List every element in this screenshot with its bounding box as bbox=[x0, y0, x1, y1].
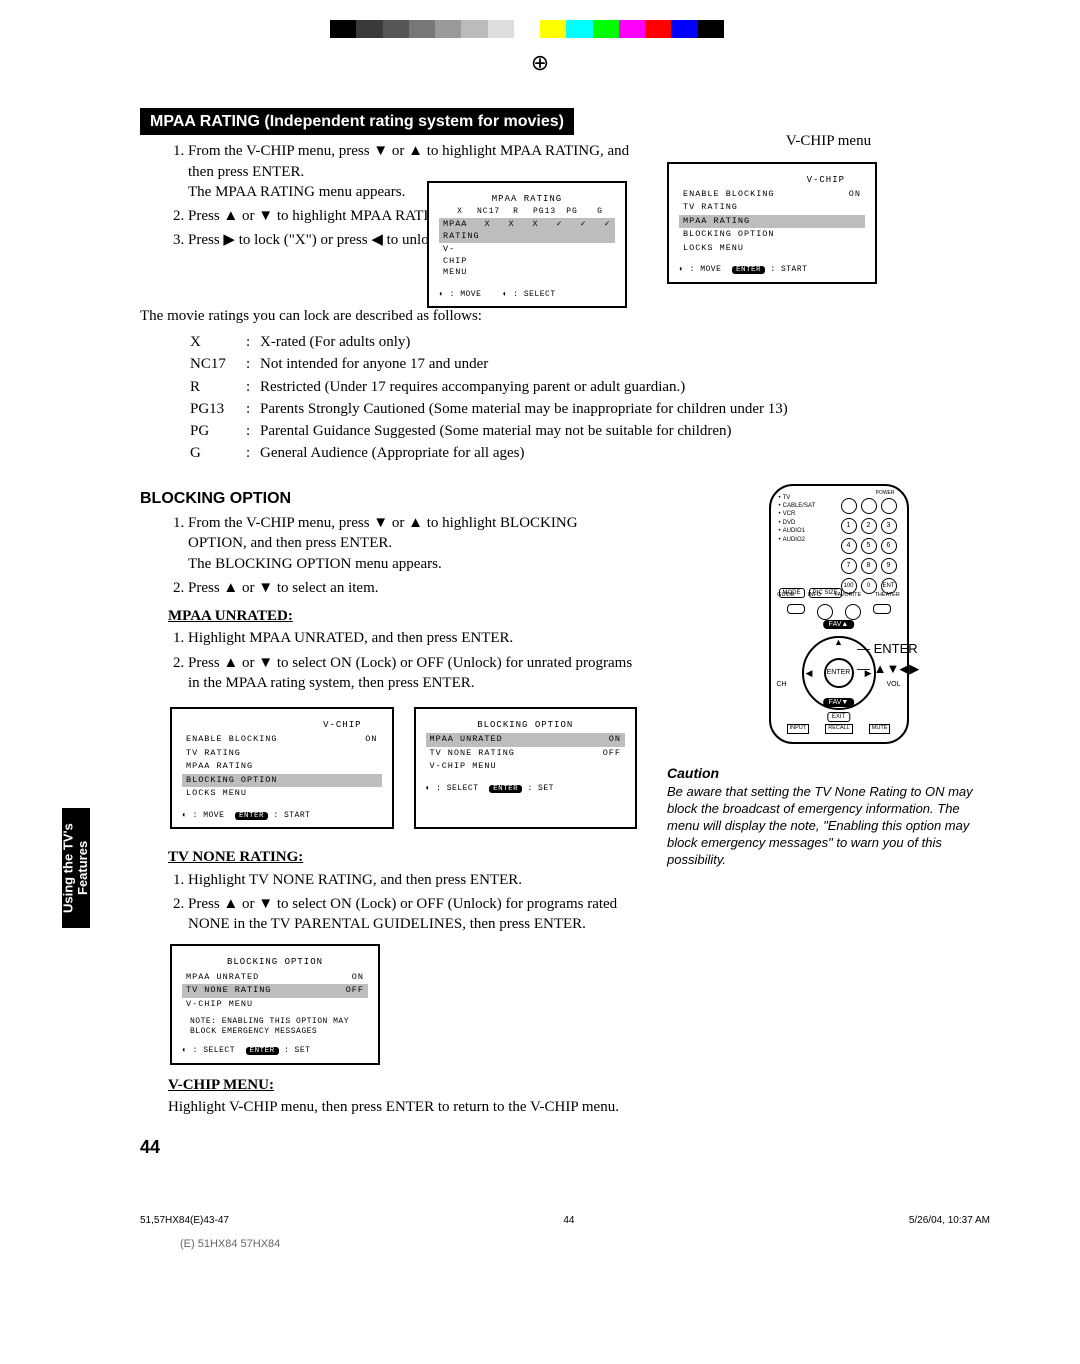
ratings-list: X:X-rated (For adults only)NC17:Not inte… bbox=[190, 332, 990, 464]
label-arrows: — ▲▼◀▶ bbox=[857, 660, 919, 678]
number-pad: 1234567891000ENT bbox=[841, 498, 897, 594]
device-list: TVCABLE/SATVCRDVDAUDIO1AUDIO2 bbox=[779, 494, 816, 544]
menu-row: MPAA UNRATEDON bbox=[182, 971, 368, 984]
menu-title: V-CHIP bbox=[679, 174, 865, 186]
menu-row: BLOCKING OPTION bbox=[679, 228, 865, 241]
registration-mark: ⊕ bbox=[0, 48, 1080, 78]
enter-pill: ENTER bbox=[732, 266, 765, 274]
emergency-note: NOTE: ENABLING THIS OPTION MAY BLOCK EME… bbox=[190, 1017, 360, 1036]
heading-blocking-option: BLOCKING OPTION bbox=[140, 488, 637, 510]
menu-row: TV NONE RATINGOFF bbox=[182, 984, 368, 997]
rating-row: R:Restricted (Under 17 requires accompan… bbox=[190, 377, 990, 397]
mpaa-unrated-steps: Highlight MPAA UNRATED, and then press E… bbox=[140, 628, 637, 693]
menu-row: ENABLE BLOCKINGON bbox=[679, 188, 865, 201]
ratings-intro: The movie ratings you can lock are descr… bbox=[140, 306, 990, 326]
menu-row: LOCKS MENU bbox=[679, 242, 865, 255]
heading-mpaa-rating: MPAA RATING (Independent rating system f… bbox=[140, 108, 574, 136]
footer-right: 5/26/04, 10:37 AM bbox=[909, 1214, 990, 1228]
footer-move: ◐ : MOVE bbox=[679, 265, 721, 274]
sub-vchip-menu: V-CHIP MENU: bbox=[168, 1075, 637, 1095]
footer-tail: : START bbox=[770, 265, 807, 274]
step: Highlight TV NONE RATING, and then press… bbox=[188, 870, 637, 890]
step: From the V-CHIP menu, press ▼ or ▲ to hi… bbox=[188, 513, 637, 574]
footer-select: ◐ : SELECT bbox=[503, 290, 556, 299]
menu-title: BLOCKING OPTION bbox=[426, 719, 626, 731]
rating-row: NC17:Not intended for anyone 17 and unde… bbox=[190, 354, 990, 374]
menu-row: V-CHIP MENU bbox=[426, 760, 626, 773]
menu-title: V-CHIP bbox=[182, 719, 382, 731]
fav-dn: FAV▼ bbox=[823, 698, 855, 707]
step: Highlight MPAA UNRATED, and then press E… bbox=[188, 628, 637, 648]
step: Press ▲ or ▼ to select ON (Lock) or OFF … bbox=[188, 653, 637, 694]
color-calibration-bar bbox=[330, 20, 750, 38]
step: Press ▲ or ▼ to select an item. bbox=[188, 578, 637, 598]
footer-mid: 44 bbox=[563, 1214, 574, 1228]
step: Press ▲ or ▼ to select ON (Lock) or OFF … bbox=[188, 894, 637, 935]
menu-row: ENABLE BLOCKINGON bbox=[182, 733, 382, 746]
rating-row: PG13:Parents Strongly Cautioned (Some ma… bbox=[190, 399, 990, 419]
vchip-menu-2: V-CHIP ENABLE BLOCKINGONTV RATINGMPAA RA… bbox=[170, 707, 394, 829]
fav-up: FAV▲ bbox=[823, 620, 855, 629]
vchip-return-text: Highlight V-CHIP menu, then press ENTER … bbox=[168, 1097, 637, 1117]
sub-tv-none-rating: TV NONE RATING: bbox=[168, 847, 637, 867]
rating-row: X:X-rated (For adults only) bbox=[190, 332, 990, 352]
menu-title: MPAA RATING bbox=[439, 193, 615, 205]
crop-line: (E) 51HX84 57HX84 bbox=[0, 1237, 1080, 1252]
footer-left: 51,57HX84(E)43-47 bbox=[140, 1214, 229, 1228]
exit-button: EXIT bbox=[827, 712, 850, 722]
menu-row: TV NONE RATINGOFF bbox=[426, 747, 626, 760]
sub-mpaa-unrated: MPAA UNRATED: bbox=[168, 606, 637, 626]
menu-row: BLOCKING OPTION bbox=[182, 774, 382, 787]
blocking-option-menu: BLOCKING OPTION MPAA UNRATEDONTV NONE RA… bbox=[414, 707, 638, 829]
blocking-option-menu-2: BLOCKING OPTION MPAA UNRATEDONTV NONE RA… bbox=[170, 944, 380, 1065]
blocking-steps: From the V-CHIP menu, press ▼ or ▲ to hi… bbox=[140, 513, 637, 598]
footer-move: ◐ : MOVE bbox=[439, 290, 481, 299]
menu-row: MPAA RATING bbox=[679, 215, 865, 228]
print-footer: 51,57HX84(E)43-47 44 5/26/04, 10:37 AM bbox=[0, 1200, 1080, 1232]
vchip-menu: V-CHIP ENABLE BLOCKINGONTV RATINGMPAA RA… bbox=[667, 162, 877, 284]
menu-row: TV RATING bbox=[679, 201, 865, 214]
menu-row: TV RATING bbox=[182, 747, 382, 760]
rating-row: G:General Audience (Appropriate for all … bbox=[190, 443, 990, 463]
menu-row: MPAA RATING bbox=[182, 760, 382, 773]
remote-control-diagram: TVCABLE/SATVCRDVDAUDIO1AUDIO2 MODE 12345… bbox=[769, 484, 909, 744]
page-number: 44 bbox=[140, 1135, 637, 1159]
menu-title: BLOCKING OPTION bbox=[182, 956, 368, 968]
menu-row: V-CHIP MENU bbox=[182, 998, 368, 1011]
label-enter: — ENTER bbox=[857, 640, 918, 658]
mpaa-rating-menu: MPAA RATING XNC17RPG13PGG MPAA RATINGXXX… bbox=[427, 181, 627, 308]
menu-row: MPAA UNRATEDON bbox=[426, 733, 626, 746]
caution-text: Be aware that setting the TV None Rating… bbox=[667, 784, 990, 868]
vchip-caption: V-CHIP menu bbox=[667, 131, 990, 151]
menu-row: LOCKS MENU bbox=[182, 787, 382, 800]
bottom-row: INPUT RECALL MUTE bbox=[779, 724, 899, 733]
rating-columns: XNC17RPG13PGG bbox=[439, 207, 615, 218]
tvnone-steps: Highlight TV NONE RATING, and then press… bbox=[140, 870, 637, 935]
rating-row: PG:Parental Guidance Suggested (Some mat… bbox=[190, 421, 990, 441]
side-tab: Using the TV's Features bbox=[62, 808, 90, 928]
caution-heading: Caution bbox=[667, 764, 990, 783]
enter-button: ENTER bbox=[824, 658, 854, 688]
